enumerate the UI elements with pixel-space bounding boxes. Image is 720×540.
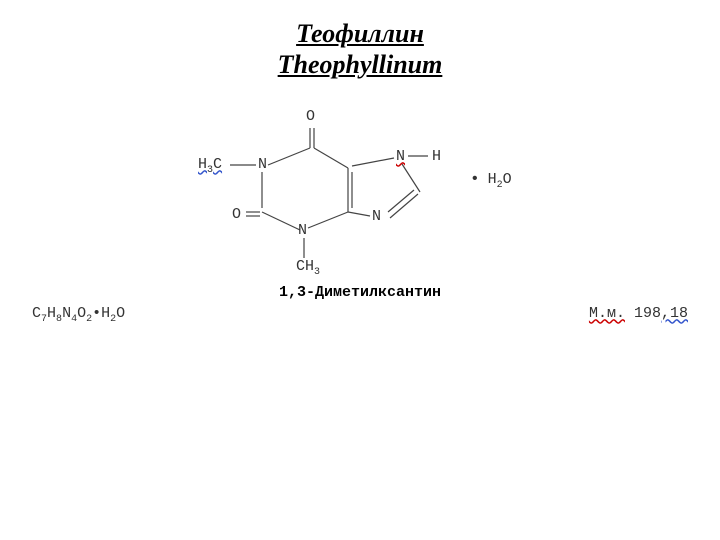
molecular-formula: C7H8N4O2•H2O [32, 305, 125, 325]
atom-n-center: N [372, 208, 381, 225]
chemical-name: 1,3-Диметилксантин [0, 284, 720, 301]
mw-value: 198,18 [634, 305, 688, 322]
atom-h3c: H3C [198, 156, 222, 176]
molecular-weight: М.м. 198,18 [589, 305, 688, 325]
atom-o-left: O [232, 206, 241, 223]
mw-label: М.м. [589, 305, 625, 322]
bond-diagram [0, 100, 720, 280]
chemical-structure: O H3C N N H O N N CH3 •H2O [0, 100, 720, 280]
title-block: Теофиллин Theophyllinum [0, 0, 720, 80]
title-lat: Theophyllinum [0, 49, 720, 80]
atom-n-right-top: N [396, 148, 405, 165]
atom-n-left: N [258, 156, 267, 173]
title-ru: Теофиллин [0, 18, 720, 49]
atom-ch3: CH3 [296, 258, 320, 278]
hydrate-label: •H2O [470, 170, 512, 191]
formula-row: C7H8N4O2•H2O М.м. 198,18 [0, 301, 720, 325]
atom-o-top: O [306, 108, 315, 125]
atom-n-bottom: N [298, 222, 307, 239]
atom-h-right: H [432, 148, 441, 165]
